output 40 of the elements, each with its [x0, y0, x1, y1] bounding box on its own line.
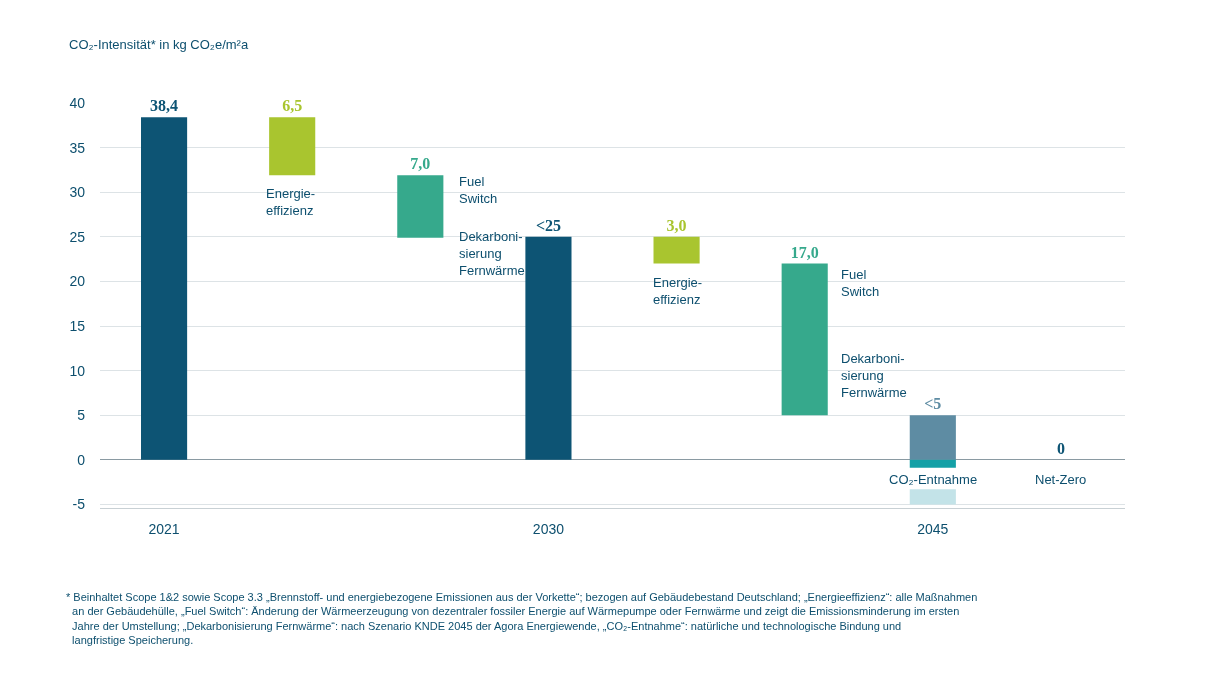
bar: [269, 117, 316, 176]
bar: [781, 263, 828, 416]
bar: [653, 236, 700, 264]
bar: [141, 117, 188, 460]
x-tick-label: 2030: [532, 520, 565, 537]
bar: [909, 489, 956, 505]
y-tick-label: 30: [69, 184, 86, 201]
y-axis-title: CO₂-Intensität* in kg CO₂e/m²a: [69, 37, 249, 52]
bar: [909, 459, 956, 468]
bar: [525, 236, 572, 460]
annotation: Dekarboni- sierung Fernwärme: [459, 229, 525, 278]
annotation: Energie- effizienz: [653, 275, 703, 307]
y-tick-label: -5: [72, 496, 86, 513]
annotation: Fuel Switch: [459, 174, 498, 206]
y-tick-label: 20: [69, 273, 86, 290]
y-tick-label: 35: [69, 139, 86, 156]
data-label: <25: [535, 216, 561, 234]
y-tick-label: 15: [69, 317, 86, 334]
data-label: 38,4: [150, 97, 179, 115]
data-label: 7,0: [410, 155, 431, 173]
annotation: Energie- effizienz: [266, 186, 316, 218]
y-tick-label: 5: [77, 407, 86, 424]
annotation: Net-Zero: [1035, 472, 1087, 487]
annotation: Dekarboni- sierung Fernwärme: [841, 351, 907, 400]
data-label: 3,0: [666, 216, 687, 234]
text: * Beinhaltet Scope 1&2 sowie Scope 3.3 „Brennstoff- und energiebezogene Emissionen aus der Vorkette“; bezogen auf Gebäudebestand Deutschland; „Energieeffizienz“: alle Maßnahmen an der Gebäudehülle, „Fuel Switch“: Änderung der Wärmeerzeugung von dezentraler fossiler Energie auf Wärmepumpe oder Fernwärme und zeigt die Emissionsminderung im ersten Jahre der Umstellung; „Dekarbonisierung Fernwärme“: nach Szenario KNDE 2045 der Agora Energiewende, „CO₂-Entnahme“: natürliche und technologische Bindung und langfristige Speicherung.: [66, 591, 978, 646]
bar: [909, 415, 956, 460]
data-label: 0: [1056, 439, 1065, 457]
data-label: <5: [924, 395, 942, 413]
annotation: Fuel Switch: [841, 267, 880, 299]
x-tick-label: 2045: [917, 520, 949, 537]
annotation: CO₂-Entnahme: [889, 472, 978, 487]
y-tick-label: 10: [69, 362, 86, 379]
data-label: 17,0: [790, 243, 819, 261]
x-tick-label: 2021: [148, 520, 180, 537]
bar: [397, 175, 444, 238]
y-tick-label: 40: [69, 94, 86, 111]
y-tick-label: 0: [77, 451, 86, 468]
y-tick-label: 25: [69, 228, 86, 245]
data-label: 6,5: [282, 97, 303, 115]
